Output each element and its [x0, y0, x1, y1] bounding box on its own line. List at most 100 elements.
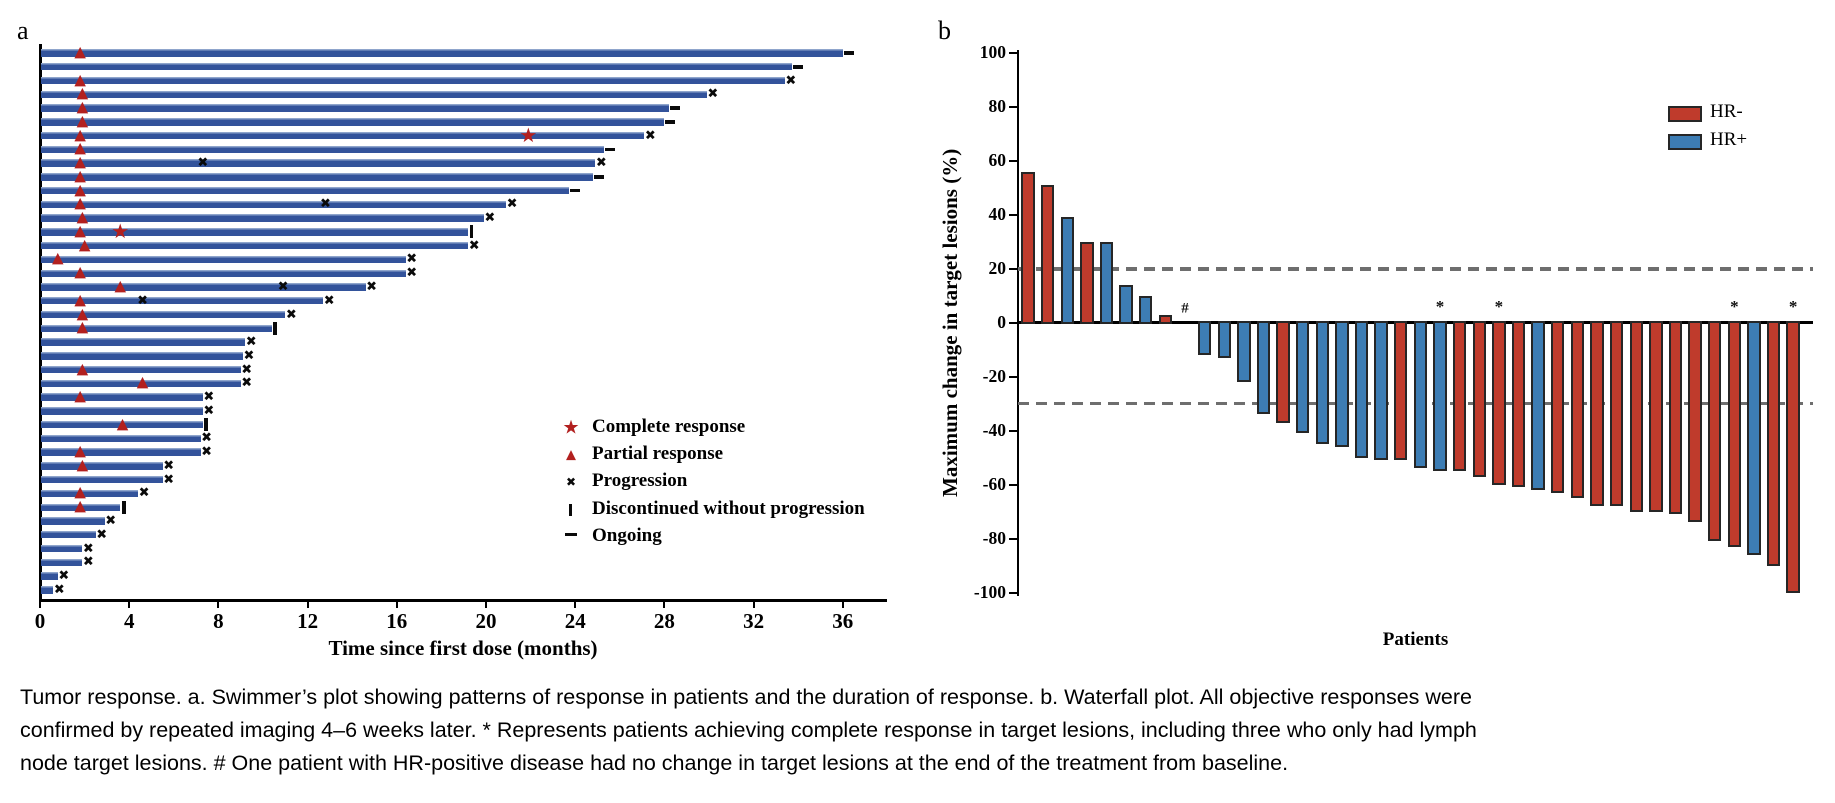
x-axis-tick: [306, 601, 309, 608]
progression-marker: ✖: [319, 196, 331, 212]
caption-line-2: confirmed by repeated imaging 4–6 weeks …: [20, 718, 1477, 742]
partial-response-marker: ▲: [74, 194, 86, 213]
waterfall-bar: [1158, 314, 1173, 325]
waterfall-bar: [1197, 321, 1212, 356]
waterfall-bar: [1747, 321, 1761, 555]
progression-marker: ✖: [785, 73, 797, 89]
x-axis-tick-label: 8: [213, 609, 224, 633]
waterfall-bar: [1315, 321, 1329, 445]
waterfall-bar: [1570, 321, 1585, 499]
swimmer-x-axis-line: [39, 599, 887, 602]
x-axis-tick: [395, 601, 398, 608]
discontinued-marker: [273, 321, 278, 335]
partial-response-marker: ▲: [74, 290, 86, 309]
x-axis-tick-label: 28: [653, 609, 675, 633]
progression-marker: ✖: [366, 279, 378, 295]
waterfall-bar: [1649, 321, 1663, 512]
swimmer-x-axis-title: Time since first dose (months): [328, 636, 598, 660]
swimmer-bar: [41, 131, 645, 140]
y-axis-tick-label: 60: [988, 149, 1007, 170]
complete-response-asterisk: *: [1788, 297, 1798, 316]
y-axis-tick-label: 20: [988, 257, 1007, 278]
swimmer-bar: [41, 462, 163, 470]
swimmer-bar: [41, 517, 105, 525]
ongoing-marker: [792, 64, 803, 69]
progression-marker: ✖: [82, 554, 94, 570]
progression-marker: ✖: [96, 527, 108, 543]
swimmer-bar: [41, 489, 139, 498]
progression-marker: ✖: [595, 155, 607, 171]
discontinued-legend-icon: [569, 503, 573, 516]
partial-response-marker: ▲: [76, 111, 89, 130]
swimmer-bar: [41, 476, 163, 484]
progression-marker: ✖: [203, 389, 215, 405]
figure-caption: Tumor response. a. Swimmer’s plot showin…: [20, 681, 1820, 780]
x-axis-tick: [38, 601, 42, 608]
swimmer-bar: [41, 352, 243, 360]
y-axis-tick: [1009, 105, 1017, 108]
discontinued-marker: [204, 418, 209, 432]
waterfall-bar: [1551, 321, 1565, 493]
y-axis-tick: [1009, 321, 1017, 324]
complete-response-marker: ★: [519, 122, 538, 147]
partial-response-marker: ▲: [74, 42, 86, 61]
x-axis-tick-label: 0: [34, 609, 46, 633]
swimmer-bar: [41, 118, 665, 126]
swimmer-bar: [41, 159, 596, 167]
progression-marker: ✖: [203, 403, 215, 419]
x-axis-tick-label: 4: [123, 609, 135, 633]
swimmer-bar: [41, 90, 707, 98]
waterfall-bar: [1766, 321, 1781, 566]
ongoing-marker: [594, 175, 605, 179]
partial-response-marker: ▲: [114, 276, 127, 295]
partial-response-marker: ▲: [74, 496, 86, 515]
progression-marker: ✖: [53, 582, 65, 598]
swimmer-bar: [41, 324, 272, 332]
partial-response-marker: ▲: [74, 138, 86, 157]
ongoing-marker: [669, 106, 680, 110]
x-axis-tick-label: 12: [297, 609, 319, 633]
y-axis-tick: [1009, 591, 1017, 594]
x-axis-tick: [484, 601, 488, 608]
partial-response-marker: ▲: [76, 304, 89, 323]
partial-response-marker: ▲: [76, 359, 89, 378]
waterfall-bar: [1413, 321, 1428, 469]
progression-marker: ✖: [241, 375, 253, 391]
partial-response-marker: ▲: [76, 83, 89, 102]
partial-response-marker: ▲: [136, 372, 149, 391]
waterfall-bar: [1217, 321, 1231, 358]
partial-response-legend-icon: ▲: [566, 447, 576, 463]
y-axis-tick-label: -60: [982, 473, 1006, 494]
legend-swatch-hr-negative: [1668, 106, 1702, 122]
y-axis-tick-label: 80: [988, 95, 1007, 116]
swimmer-bar: [41, 145, 605, 154]
x-axis-tick-label: 20: [475, 609, 497, 633]
progression-marker: ✖: [138, 485, 150, 501]
y-axis-tick: [1009, 159, 1017, 162]
ongoing-marker: [605, 147, 616, 152]
partial-response-marker: ▲: [74, 386, 86, 405]
complete-response-asterisk: *: [1730, 297, 1739, 316]
progression-marker: ✖: [323, 293, 335, 309]
waterfall-bar: [1060, 217, 1074, 325]
progression-marker: ✖: [241, 362, 253, 378]
partial-response-marker: ▲: [116, 414, 129, 433]
complete-response-asterisk: *: [1435, 297, 1445, 316]
partial-response-marker: ▲: [74, 262, 86, 281]
legend-swatch-hr-positive: [1668, 134, 1702, 150]
x-axis-tick-label: 16: [386, 609, 408, 633]
y-axis-tick: [1009, 267, 1017, 270]
ongoing-marker: [569, 188, 580, 193]
discontinued-marker: [469, 225, 474, 239]
waterfall-bar: [1354, 321, 1369, 458]
legend-label: HR+: [1710, 129, 1748, 150]
progression-marker: ✖: [277, 279, 289, 295]
complete-response-marker: ★: [111, 218, 130, 243]
discontinued-marker: [121, 500, 126, 514]
swimmer-bar: [41, 49, 843, 57]
x-axis-tick: [841, 601, 844, 608]
waterfall-bar: [1374, 321, 1388, 461]
swimmer-bar: [41, 214, 484, 222]
progression-marker: ✖: [484, 210, 496, 226]
progression-marker: ✖: [201, 430, 212, 446]
